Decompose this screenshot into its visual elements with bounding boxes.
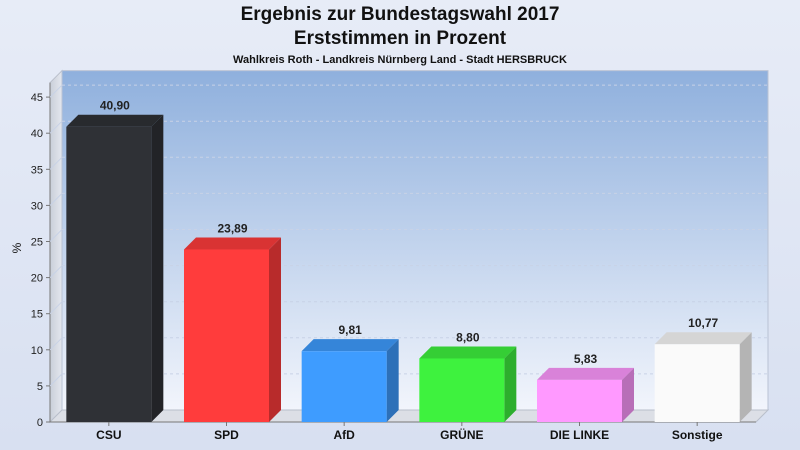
bar-side: [151, 114, 164, 423]
bar-die-linke: 5,83: [537, 352, 634, 422]
bar-top: [66, 114, 164, 127]
x-tick-label: DIE LINKE: [550, 428, 609, 442]
y-axis: 0 5 10 15 20 25 30 35 40 45%: [10, 92, 50, 429]
chart-subtitle: Erststimmen in Prozent: [293, 28, 507, 49]
grid-line-wall: [49, 301, 63, 315]
bar-top: [419, 346, 517, 359]
grid-line-wall: [49, 193, 63, 206]
bar-side: [504, 346, 517, 422]
bar-spd: 23,89: [184, 222, 281, 422]
bar-value-label: 5,83: [574, 352, 598, 366]
bars: 40,90 23,89 9,81 8,80 5,83 10,77: [66, 99, 752, 423]
x-tick-label: Sonstige: [672, 428, 723, 442]
bar-front: [301, 351, 387, 422]
bar-front: [537, 379, 622, 422]
chart-region: Wahlkreis Roth - Landkreis Nürnberg Land…: [233, 54, 567, 66]
bar-side: [386, 339, 399, 422]
x-tick-label: CSU: [96, 428, 121, 442]
bar-sonstige: 10,77: [654, 316, 752, 422]
bar-front: [66, 126, 152, 423]
grid-line-wall: [49, 373, 63, 387]
bar-value-label: 23,89: [217, 222, 247, 236]
y-tick-label: 45: [31, 92, 43, 104]
plot-background: [61, 70, 769, 411]
grid-line-wall: [49, 265, 63, 278]
bar-grüne: 8,80: [419, 330, 517, 422]
bar-side: [269, 237, 281, 422]
bar-value-label: 10,77: [688, 316, 718, 330]
x-tick-label: AfD: [334, 428, 356, 442]
grid-line-wall: [49, 84, 63, 98]
bar-side: [739, 332, 752, 422]
y-axis-label: %: [10, 242, 24, 253]
y-tick-label: 35: [31, 164, 43, 176]
x-tick-label: SPD: [214, 428, 239, 442]
bar-value-label: 9,81: [338, 323, 362, 337]
bar-top: [184, 237, 281, 250]
bar-top: [654, 332, 752, 345]
y-tick-label: 30: [31, 200, 43, 212]
y-tick-label: 10: [31, 345, 43, 357]
x-axis: CSU SPD AfD GRÜNE DIE LINKE Sonstige: [96, 422, 723, 442]
bar-top: [301, 339, 399, 352]
y-tick-label: 20: [31, 273, 43, 285]
grid-line-wall: [49, 337, 63, 351]
y-tick-label: 5: [37, 381, 43, 393]
y-tick-label: 40: [31, 128, 43, 140]
grid-line-wall: [49, 229, 63, 242]
y-tick-label: 15: [31, 309, 43, 321]
y-tick-label: 25: [31, 237, 43, 249]
bar-value-label: 40,90: [100, 99, 130, 113]
grid-line-wall: [49, 120, 63, 134]
grid-lines: [49, 84, 768, 387]
bar-top: [537, 367, 634, 380]
chart-title: Ergebnis zur Bundestagswahl 2017: [240, 4, 560, 25]
bar-value-label: 8,80: [456, 330, 480, 344]
bar-afd: 9,81: [301, 323, 399, 422]
bar-front: [184, 249, 269, 422]
x-tick-label: GRÜNE: [440, 427, 483, 442]
bar-front: [419, 358, 505, 422]
bar-side: [622, 367, 634, 422]
grid-line-wall: [49, 156, 63, 170]
bar-csu: 40,90: [66, 99, 164, 423]
bar-front: [654, 344, 740, 422]
y-tick-label: 0: [37, 417, 43, 429]
